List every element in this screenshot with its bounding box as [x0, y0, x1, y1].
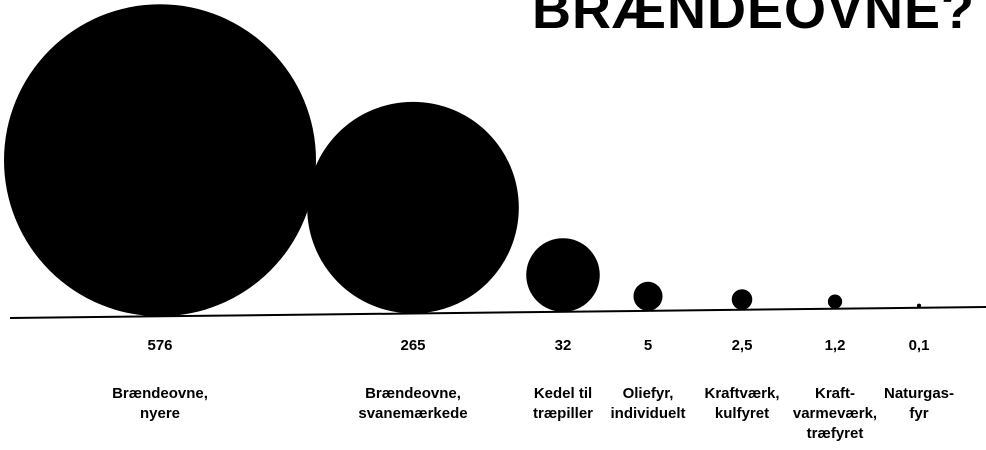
- value-label: 2,5: [732, 337, 753, 354]
- category-label: Naturgas-: [884, 385, 954, 402]
- category-label: Oliefyr,: [623, 385, 674, 402]
- value-label: 5: [644, 337, 652, 354]
- bubble: [731, 289, 753, 310]
- category-label: træfyret: [807, 425, 864, 442]
- bubble: [4, 4, 316, 317]
- value-label: 1,2: [825, 337, 846, 354]
- category-label: Brændeovne,: [112, 385, 208, 402]
- bubble: [827, 294, 843, 309]
- category-label: Kedel til: [534, 385, 592, 402]
- category-label: Kraftværk,: [704, 385, 779, 402]
- category-label: svanemærkede: [358, 405, 467, 422]
- bubble: [916, 303, 922, 308]
- category-label: individuelt: [611, 405, 686, 422]
- value-label: 0,1: [909, 337, 930, 354]
- category-label: nyere: [140, 405, 180, 422]
- bubble: [307, 101, 519, 314]
- category-label: Brændeovne,: [365, 385, 461, 402]
- category-label: træpiller: [533, 405, 593, 422]
- chart-title: BRÆNDEOVNE?: [532, 0, 975, 40]
- bubble: [526, 238, 600, 312]
- baseline: [9, 306, 986, 319]
- category-label: kulfyret: [715, 405, 769, 422]
- category-label: fyr: [909, 405, 928, 422]
- category-label: Kraft-: [815, 385, 855, 402]
- value-label: 32: [555, 337, 572, 354]
- bubble: [633, 281, 663, 311]
- category-label: varmeværk,: [793, 405, 877, 422]
- value-label: 265: [400, 337, 425, 354]
- value-label: 576: [147, 337, 172, 354]
